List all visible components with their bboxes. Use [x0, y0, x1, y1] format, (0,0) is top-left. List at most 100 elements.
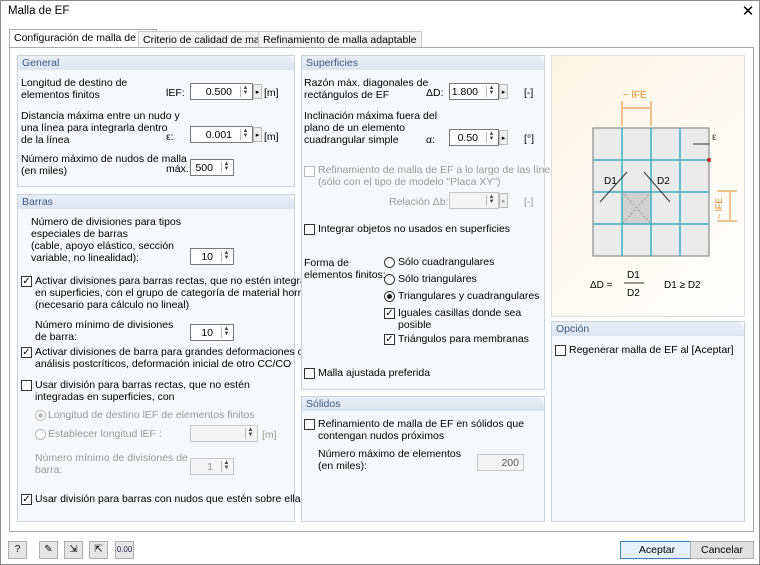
- label: Activar divisiones de barra para grandes…: [35, 346, 304, 358]
- mesh-diagram: ~ lFE ε D1 D2 ~ lFE ΔD = D1 D2 D1 ≥ D2: [551, 55, 745, 317]
- spinner[interactable]: ▲ ▼: [486, 131, 496, 143]
- label: Iguales casillas donde sea: [398, 307, 522, 319]
- label: Número de divisiones para tipos: [31, 216, 181, 228]
- spinner[interactable]: ▲ ▼: [245, 427, 255, 439]
- arrow-button[interactable]: ▸: [499, 84, 508, 99]
- tab-adaptive[interactable]: Refinamiento de malla adaptable: [258, 31, 422, 48]
- min-div-input[interactable]: 10 ▲ ▼: [190, 324, 234, 341]
- radio-tri-only[interactable]: [384, 274, 395, 285]
- group-superficies: Superficies Razón máx. diagonales de rec…: [301, 55, 561, 390]
- label: barra:: [35, 464, 63, 476]
- symbol: máx.:: [166, 163, 192, 175]
- arrow-button[interactable]: ▸: [499, 130, 508, 145]
- target-length-input[interactable]: 0.500 ▲ ▼ ▸: [190, 83, 262, 100]
- close-icon[interactable]: ✕: [741, 3, 755, 20]
- symbol: α:: [426, 134, 435, 146]
- radio-quad-only[interactable]: [384, 257, 395, 268]
- tab-quality[interactable]: Criterio de calidad de malla: [138, 31, 276, 48]
- max-distance-input[interactable]: 0.001 ▲ ▼ ▸: [190, 126, 262, 143]
- symbol: ΔD:: [426, 87, 444, 99]
- label: Integrar objetos no usados en superficie…: [318, 223, 511, 235]
- label: Triangulares y cuadrangulares: [398, 290, 540, 302]
- unit: [-]: [524, 196, 534, 208]
- label: Número máximo de elementos: [318, 448, 461, 460]
- max-nodes-input[interactable]: 500 ▲ ▼: [190, 159, 234, 176]
- label: (cable, apoyo elástico, sección: [31, 240, 174, 252]
- activate-concrete-checkbox[interactable]: ✓: [21, 276, 32, 287]
- radio-tri-quad[interactable]: [384, 291, 395, 302]
- refine-lines-checkbox[interactable]: [304, 166, 315, 177]
- d2-label: D2: [657, 176, 670, 187]
- spinner[interactable]: ▲ ▼: [240, 85, 250, 97]
- export-icon[interactable]: ⇱: [89, 541, 108, 559]
- label: rectángulos de EF: [304, 89, 390, 101]
- arrow-button[interactable]: ▸: [253, 127, 262, 142]
- integrate-checkbox[interactable]: [304, 224, 315, 235]
- label: Número máximo de nudos de malla: [21, 153, 187, 165]
- group-title: Barras: [18, 195, 294, 209]
- spinner[interactable]: ▲ ▼: [240, 128, 250, 140]
- spinner[interactable]: ▲ ▼: [486, 194, 496, 206]
- label: Razón máx. diagonales de: [304, 77, 429, 89]
- unit: [m]: [264, 131, 279, 143]
- solid-refine-checkbox[interactable]: [304, 419, 315, 430]
- group-title: General: [18, 56, 294, 70]
- tab-mesh-config[interactable]: Configuración de malla de EF: [9, 29, 158, 48]
- spinner[interactable]: ▲ ▼: [221, 250, 231, 262]
- label: elementos finitos:: [304, 269, 386, 281]
- import-icon[interactable]: ⇲: [64, 541, 83, 559]
- formula-lhs: ΔD =: [590, 280, 613, 291]
- group-solidos: Sólidos Refinamiento de malla de EF en s…: [301, 396, 545, 522]
- inclination-input[interactable]: 0.50 ▲ ▼ ▸: [449, 129, 508, 146]
- label: (en miles): [21, 165, 68, 177]
- unit: [m]: [264, 87, 279, 99]
- unit: [°]: [524, 133, 535, 145]
- relation-input[interactable]: ▲ ▼ ▸: [449, 192, 508, 209]
- arrow-button[interactable]: ▸: [499, 193, 508, 208]
- group-general: General Longitud de destino de elementos…: [17, 55, 295, 187]
- radio-target-length[interactable]: [35, 410, 46, 421]
- equal-checkbox[interactable]: ✓: [384, 308, 395, 319]
- label: Refinamiento de malla de EF en sólidos q…: [318, 418, 525, 430]
- spinner[interactable]: ▲ ▼: [221, 460, 231, 472]
- spinner[interactable]: ▲ ▼: [486, 85, 496, 97]
- label: Usar división para barras rectas, que no…: [35, 379, 250, 391]
- label: análisis postcríticos, deformación inici…: [35, 358, 292, 370]
- max-elements-input[interactable]: 200: [477, 454, 524, 471]
- adjusted-checkbox[interactable]: [304, 368, 315, 379]
- set-length-input[interactable]: ▲ ▼: [190, 425, 258, 442]
- label: Triángulos para membranas: [398, 333, 529, 345]
- min-div2-input[interactable]: 1 ▲ ▼: [190, 458, 234, 475]
- label: cuadrangular simple: [304, 134, 399, 146]
- help-icon[interactable]: ?: [8, 541, 27, 559]
- use-div-checkbox[interactable]: [21, 380, 32, 391]
- group-opcion: Opción Regenerar malla de EF al [Aceptar…: [551, 321, 745, 522]
- use-nodes-checkbox[interactable]: ✓: [21, 494, 32, 505]
- ok-button[interactable]: Aceptar: [620, 541, 694, 559]
- label: Longitud de destino lEF de elementos fin…: [48, 409, 255, 421]
- spinner[interactable]: ▲ ▼: [221, 326, 231, 338]
- spinner[interactable]: ▲ ▼: [221, 161, 231, 173]
- activate-large-checkbox[interactable]: ✓: [21, 347, 32, 358]
- label: Número mínimo de divisiones: [35, 319, 174, 331]
- label: especiales de barras: [31, 228, 128, 240]
- ratio-input[interactable]: 1.800 ▲ ▼ ▸: [449, 83, 508, 100]
- label: Usar división para barras con nudos que …: [35, 493, 306, 505]
- label: Sólo triangulares: [398, 273, 477, 285]
- label: (en miles):: [318, 460, 368, 472]
- cancel-button[interactable]: Cancelar: [690, 541, 754, 559]
- radio-set-length[interactable]: [35, 429, 46, 440]
- d1-label: D1: [604, 176, 617, 187]
- arrow-button[interactable]: ▸: [253, 84, 262, 99]
- mesh-grid-illustration: ~ lFE ε D1 D2 ~ lFE ΔD = D1 D2 D1 ≥ D2: [590, 90, 737, 299]
- eps-label: ε: [712, 132, 717, 143]
- formula-cond: D1 ≥ D2: [664, 280, 701, 291]
- special-div-input[interactable]: 10 ▲ ▼: [190, 248, 234, 265]
- label: Establecer longitud lEF :: [48, 428, 162, 440]
- label: Regenerar malla de EF al [Aceptar]: [569, 344, 734, 356]
- regen-checkbox[interactable]: [555, 345, 566, 356]
- edit-icon[interactable]: ✎: [39, 541, 58, 559]
- units-icon[interactable]: 0.00: [115, 541, 134, 559]
- membranes-checkbox[interactable]: ✓: [384, 334, 395, 345]
- unit: [-]: [524, 87, 534, 99]
